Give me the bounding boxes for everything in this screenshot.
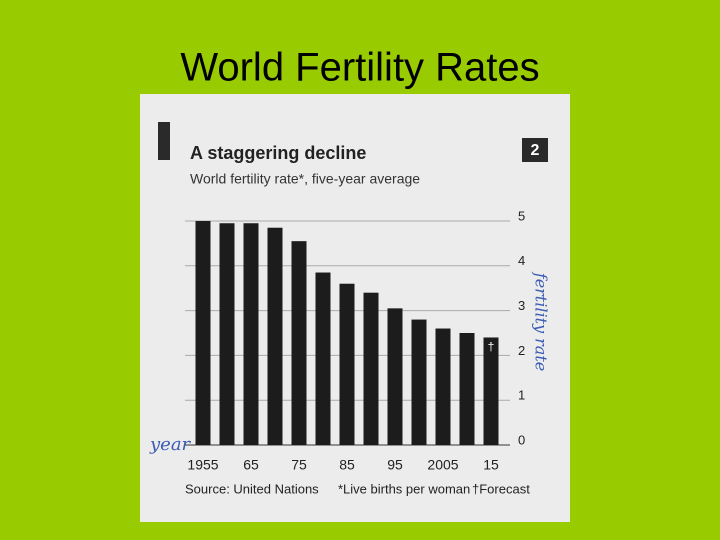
badge-box (522, 138, 548, 162)
bar (387, 308, 403, 445)
badge: 2 (531, 142, 540, 159)
annotation: fertility rate (532, 272, 551, 371)
accent-bar (158, 122, 170, 160)
bar (483, 337, 499, 445)
bar (291, 241, 307, 445)
slide-title: World Fertility Rates (180, 46, 539, 90)
x-tick-label: 85 (339, 457, 355, 473)
y-tick-label: 0 (518, 432, 525, 447)
x-tick-label: 95 (387, 457, 403, 473)
forecast-note: †Forecast (472, 481, 530, 496)
chart-subtitle: World fertility rate*, five-year average (190, 171, 420, 187)
annotation: year (149, 434, 192, 455)
y-tick-label: 3 (518, 298, 525, 313)
x-tick-label: 1955 (187, 457, 218, 473)
bar (459, 333, 475, 445)
source: Source: United Nations (185, 481, 319, 496)
bar (219, 223, 235, 445)
y-tick-label: 4 (518, 253, 525, 268)
chart-title: A staggering decline (190, 143, 366, 163)
y-tick-label: 1 (518, 388, 525, 403)
bar (339, 283, 355, 445)
bar (195, 221, 211, 445)
footnote: *Live births per woman (338, 481, 470, 496)
y-tick-label: 2 (518, 343, 525, 358)
y-tick-label: 5 (518, 208, 525, 223)
scan-background (140, 94, 570, 522)
x-tick-label: 15 (483, 457, 499, 473)
bar (411, 319, 427, 445)
x-tick-label: 65 (243, 457, 259, 473)
forecast-marker: † (488, 340, 495, 354)
x-tick-label: 75 (291, 457, 307, 473)
bar (435, 328, 451, 445)
x-tick-label: 2005 (427, 457, 458, 473)
bar (243, 223, 259, 445)
bar (363, 292, 379, 445)
bar (267, 227, 283, 445)
bar (315, 272, 331, 445)
